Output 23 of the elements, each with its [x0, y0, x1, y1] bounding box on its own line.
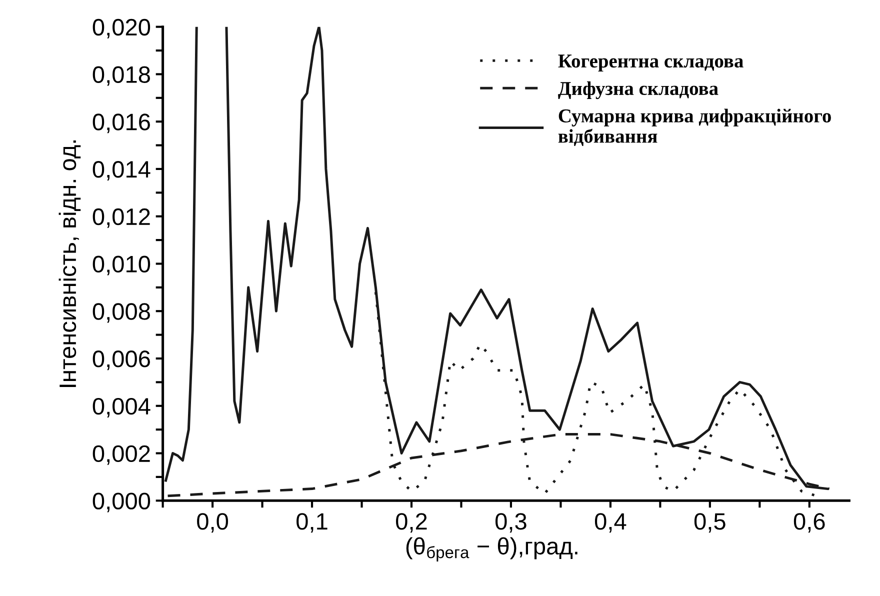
y-tick-label: 0,000 [92, 492, 150, 512]
y-tick-label: 0,012 [92, 208, 150, 228]
y-tick-label: 0,016 [92, 114, 150, 134]
x-tick-label: 0,4 [594, 513, 626, 533]
x-tick-label: 0,5 [694, 513, 726, 533]
y-tick-label: 0,014 [92, 161, 150, 181]
y-tick-label: 0,010 [92, 256, 150, 276]
x-axis-title: (θ$_{брега}$ − θ),град. [406, 537, 578, 562]
y-tick-label: 0,020 [92, 18, 150, 38]
x-tick-label: 0,0 [197, 513, 228, 533]
x-tick-label: 0,2 [396, 513, 427, 533]
x-tick-label: 0,3 [495, 513, 526, 533]
y-axis-title: Інтенсивність, відн. од. [58, 140, 81, 387]
y-tick-label: 0,008 [92, 303, 150, 323]
legend-label: Дифузна складова [558, 81, 718, 100]
y-tick-label: 0,006 [92, 350, 150, 370]
legend-label: Сумарна крива дифракційного відбивання [558, 108, 831, 146]
y-tick-label: 0,018 [92, 66, 150, 86]
y-tick-label: 0,004 [92, 398, 150, 418]
legend-label: Когерентна складова [558, 54, 744, 72]
x-tick-label: 0,1 [296, 513, 328, 533]
x-tick-label: 0,6 [794, 513, 825, 533]
y-tick-label: 0,002 [92, 445, 150, 465]
